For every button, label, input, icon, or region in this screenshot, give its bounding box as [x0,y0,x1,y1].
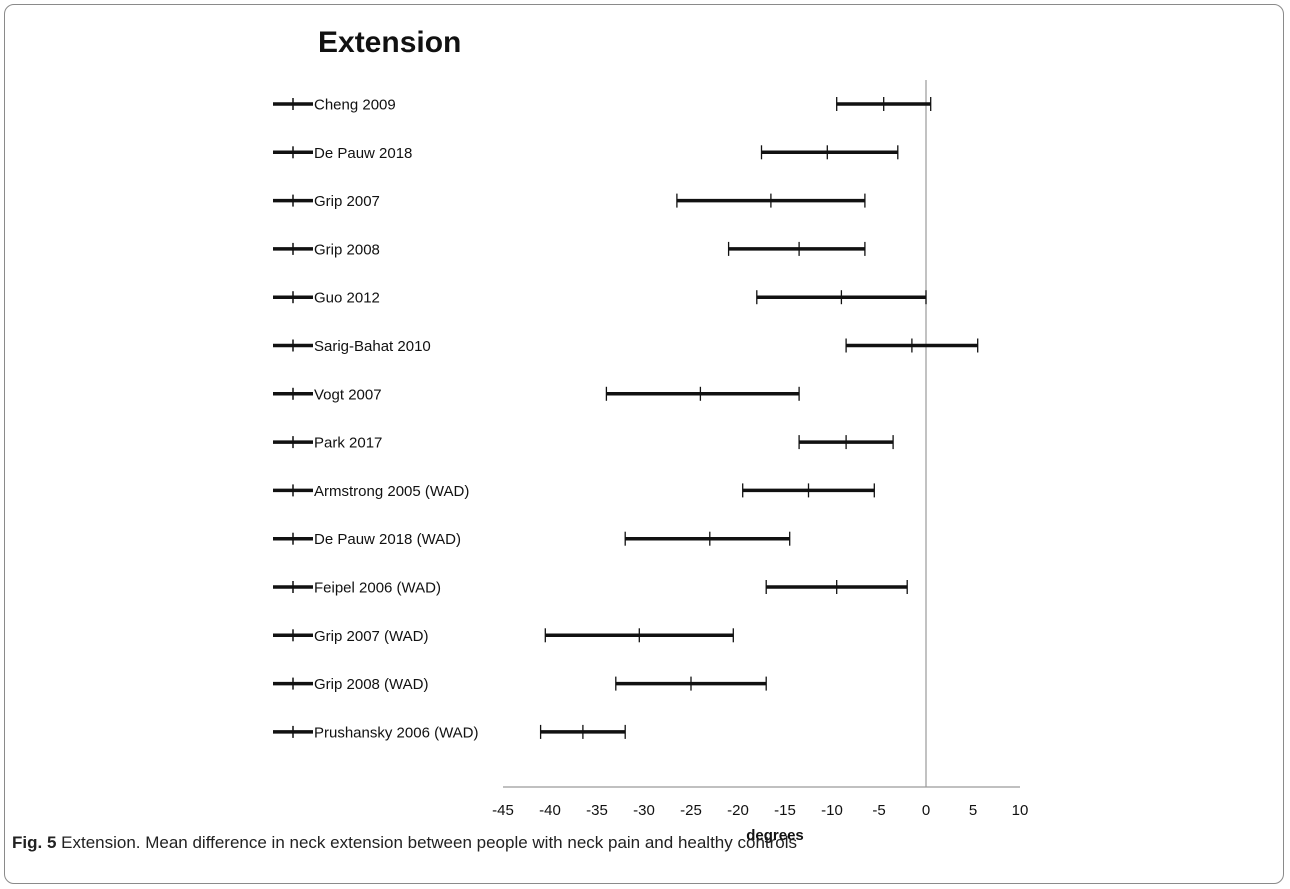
caption-label: Fig. 5 [12,833,57,852]
study-label: De Pauw 2018 [314,145,412,162]
study-row: Sarig-Bahat 2010 [273,338,979,355]
chart-title: Extension [318,26,461,59]
study-row: Vogt 2007 [273,386,800,403]
study-row: Cheng 2009 [273,97,932,114]
x-tick-label: 0 [922,802,930,819]
x-tick-label: -15 [774,802,796,819]
x-tick-label: 5 [969,802,977,819]
x-tick-label: -45 [492,802,514,819]
study-label: Grip 2008 [314,241,380,258]
figure-caption: Fig. 5 Extension. Mean difference in nec… [12,833,797,853]
study-row: Feipel 2006 (WAD) [273,580,908,597]
study-label: Grip 2007 [314,193,380,210]
study-label: Prushansky 2006 (WAD) [314,724,479,741]
study-row: Park 2017 [273,435,894,452]
study-label: Grip 2007 (WAD) [314,628,428,645]
study-row: Grip 2008 [273,241,866,258]
study-row: Grip 2007 [273,193,866,210]
x-tick-label: 10 [1012,802,1029,819]
study-row: De Pauw 2018 (WAD) [273,531,791,548]
x-tick-label: -40 [539,802,561,819]
study-rows: Cheng 2009 De Pauw 2018 Grip 2007 Grip 2008… [273,97,979,741]
study-label: Vogt 2007 [314,386,382,403]
x-tick-label: -35 [586,802,608,819]
study-label: Park 2017 [314,435,382,452]
study-row: De Pauw 2018 [273,145,899,162]
study-row: Armstrong 2005 (WAD) [273,483,875,500]
study-label: Cheng 2009 [314,97,396,114]
x-axis-label: degrees [746,827,804,844]
study-row: Grip 2007 (WAD) [273,628,734,645]
caption-text: Extension. Mean difference in neck exten… [56,833,798,852]
study-label: Armstrong 2005 (WAD) [314,483,469,500]
x-axis: -45 -40 -35 -30 -25 -20 -15 -10 -5 0 5 10 [492,786,1029,819]
study-label: Feipel 2006 (WAD) [314,580,441,597]
x-tick-label: -25 [680,802,702,819]
study-label: Sarig-Bahat 2010 [314,338,431,355]
x-tick-label: -10 [821,802,843,819]
study-label: Grip 2008 (WAD) [314,676,428,693]
x-tick-label: -5 [872,802,885,819]
x-tick-label: -30 [633,802,655,819]
study-label: De Pauw 2018 (WAD) [314,531,461,548]
study-row: Grip 2008 (WAD) [273,676,767,693]
x-tick-label: -20 [727,802,749,819]
figure-frame [4,4,1284,884]
forest-plot: Extension -45 -40 -35 -30 -25 -20 -15 -10 -5 0 5 10… [273,26,1029,844]
study-row: Guo 2012 [273,290,927,307]
study-label: Guo 2012 [314,290,380,307]
study-row: Prushansky 2006 (WAD) [273,724,626,741]
